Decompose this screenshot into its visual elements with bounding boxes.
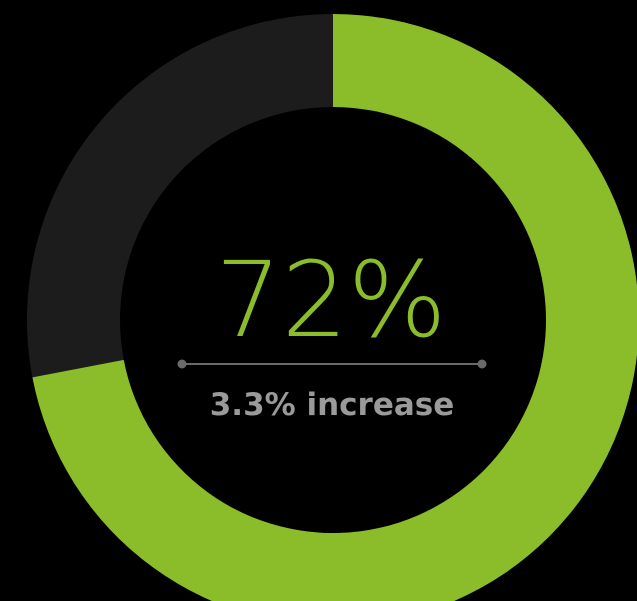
percentage-label: 72%	[215, 239, 446, 361]
remainder-arc	[26, 14, 333, 378]
divider-endpoint-left	[177, 359, 187, 369]
progress-arc	[32, 14, 637, 601]
divider-endpoint-right	[477, 359, 487, 369]
change-caption: 3.3% increase	[210, 387, 455, 423]
